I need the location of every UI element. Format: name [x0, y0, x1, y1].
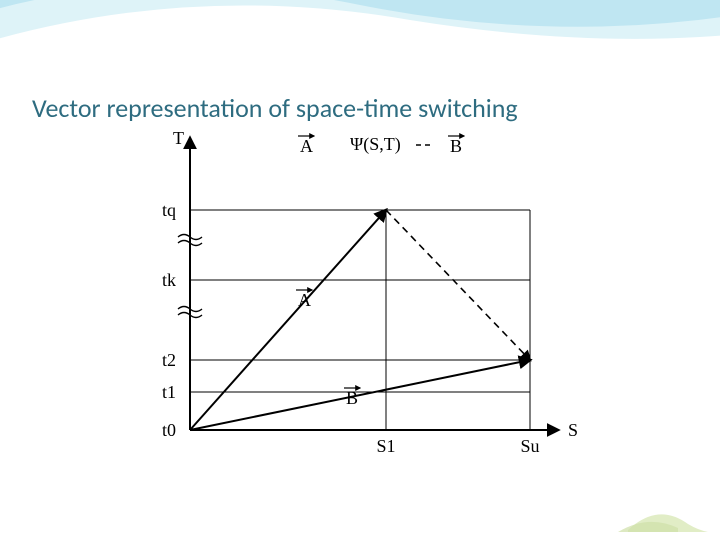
vector-B	[190, 360, 530, 430]
x-axis-label: S	[568, 420, 578, 440]
y-tick-label: t0	[162, 420, 176, 440]
y-axis-label: T	[173, 130, 184, 148]
vector-B-label: B	[346, 388, 358, 408]
y-tick-label: tk	[162, 270, 176, 290]
y-tick-label: tq	[162, 200, 176, 220]
wave-layer-2	[0, 0, 720, 27]
header-B-label: B	[450, 136, 462, 156]
psi-dashed-arrow	[386, 210, 530, 360]
vector-A-label: A	[298, 290, 311, 310]
y-tick-label: t2	[162, 350, 176, 370]
x-tick-label: S1	[376, 436, 395, 456]
spacetime-figure: T St0 t1 t2 tk tq S1 Su A B A Ψ(S,T) B	[110, 130, 590, 490]
y-tick-label: t1	[162, 382, 176, 402]
x-tick-label: Su	[520, 436, 539, 456]
psi-label: Ψ(S,T)	[350, 134, 401, 155]
top-wave-decor	[0, 0, 720, 100]
corner-decor	[618, 492, 708, 532]
wave-layer-1	[0, 0, 720, 50]
page-title: Vector representation of space-time swit…	[32, 92, 518, 124]
header-A-label: A	[300, 136, 313, 156]
